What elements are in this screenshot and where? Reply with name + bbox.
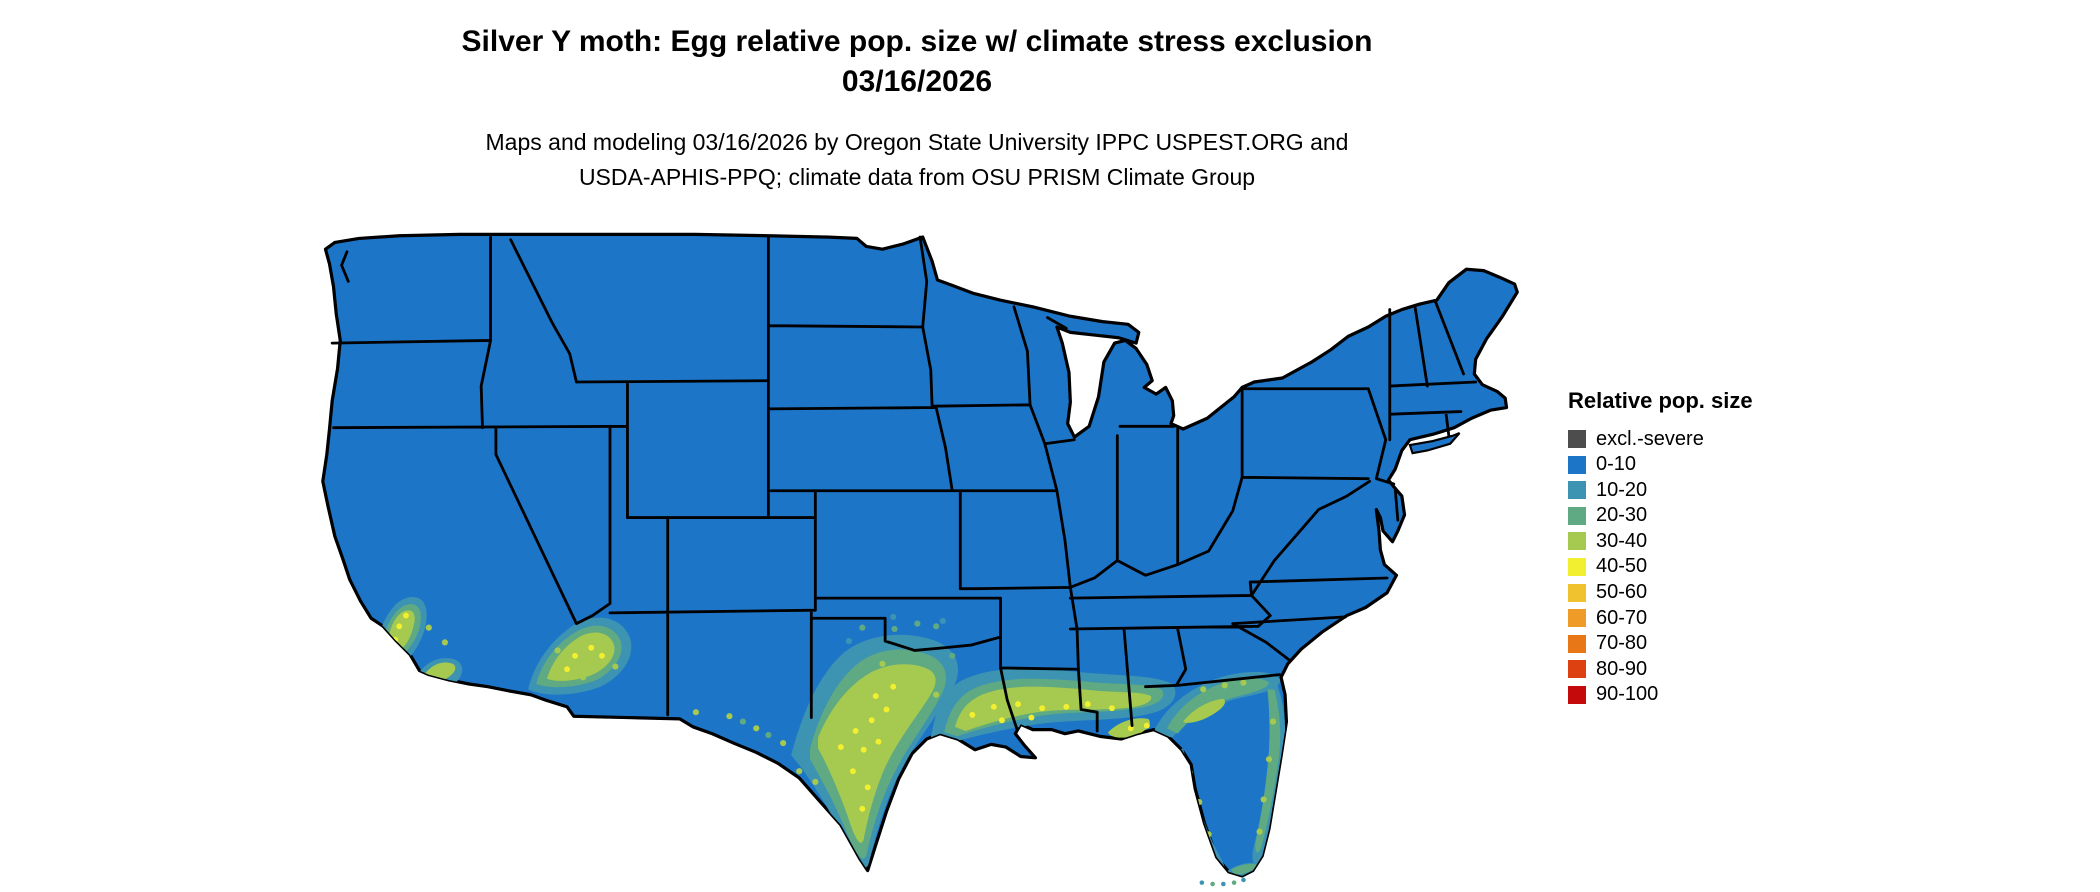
florida-keys [1199,877,1246,887]
legend-item-label: 30-40 [1596,529,1648,552]
state-borders [330,234,1478,733]
legend-swatch [1568,532,1586,551]
map-legend: Relative pop. size excl.-severe 0-10 10-20… [1568,388,1753,712]
legend-item: 40-50 [1568,555,1753,578]
legend-heading: Relative pop. size [1568,388,1753,413]
figure-title-date: 03/16/2026 [841,64,993,98]
subtitle-line-1: Maps and modeling 03/16/2026 by Oregon S… [485,129,1349,156]
legend-item: 90-100 [1568,683,1753,706]
legend-item: 50-60 [1568,581,1753,604]
legend-item: 10-20 [1568,478,1753,501]
legend-swatch [1568,583,1586,602]
legend-item: 20-30 [1568,504,1753,527]
pop-region-40-50 [392,612,1150,812]
legend-swatch [1568,455,1586,474]
legend-swatch [1568,685,1586,704]
legend-item: 0-10 [1568,453,1753,476]
long-island [1408,432,1461,455]
legend-item: 60-70 [1568,606,1753,629]
legend-item-label: 40-50 [1596,555,1648,578]
legend-item: 80-90 [1568,657,1753,680]
legend-swatch [1568,430,1586,448]
legend-item-label: 80-90 [1596,657,1648,680]
legend-item: 30-40 [1568,529,1753,552]
figure-subtitle: Maps and modeling 03/16/2026 by Oregon S… [100,125,1734,194]
us-map [305,225,1527,888]
us-map-svg [321,232,1519,887]
legend-item-label: 50-60 [1596,581,1648,604]
legend-item-label: 10-20 [1596,478,1648,501]
legend-item-label: 70-80 [1596,632,1648,655]
subtitle-line-2: USDA-APHIS-PPQ; climate data from OSU PR… [578,163,1256,190]
legend-swatch [1568,481,1586,500]
us-landmass [321,232,1519,878]
legend-swatch [1568,506,1586,525]
figure-title: Silver Y moth: Egg relative pop. size w/… [461,25,1373,58]
legend-item: excl.-severe [1568,427,1753,450]
florida-keys-green [1210,880,1237,887]
legend-item-label: excl.-severe [1596,427,1704,450]
legend-item-label: 0-10 [1596,453,1637,476]
legend-swatch [1568,609,1586,628]
legend-swatch [1568,634,1586,653]
legend-swatch [1568,557,1586,576]
pop-region-30-40 [388,610,1277,843]
legend-rows: excl.-severe 0-10 10-20 20-30 30-40 40-50 50-6… [1568,427,1753,706]
legend-item-label: 60-70 [1596,606,1648,629]
legend-item-label: 20-30 [1596,504,1648,527]
legend-item-label: 90-100 [1596,683,1659,706]
figure-header: Silver Y moth: Egg relative pop. size w/… [100,22,1734,194]
legend-item: 70-80 [1568,632,1753,655]
legend-swatch [1568,660,1586,679]
